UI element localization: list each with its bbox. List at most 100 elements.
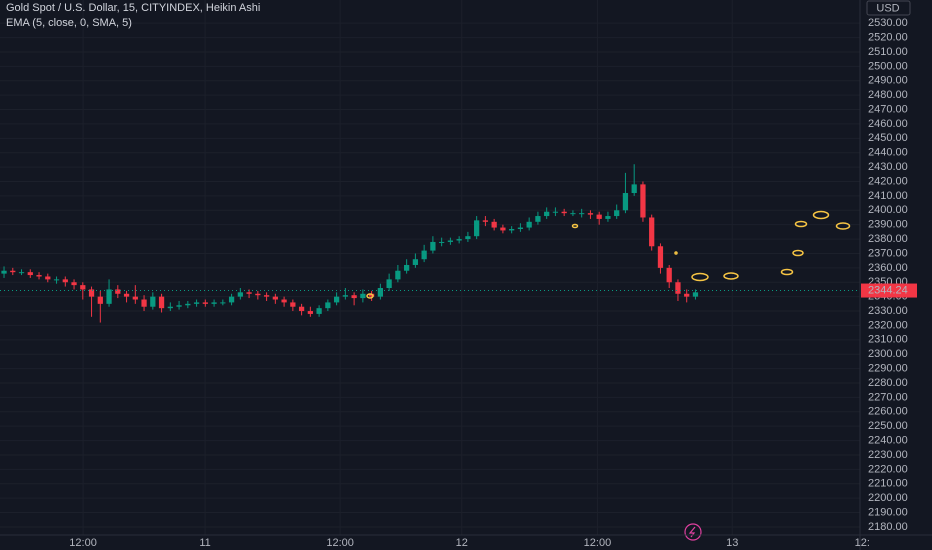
y-tick-label: 2230.00 xyxy=(868,449,908,461)
candle-body xyxy=(404,264,410,271)
candle-body xyxy=(692,292,699,297)
candle-body xyxy=(36,275,42,277)
candle-body xyxy=(158,296,165,309)
y-tick-label: 2410.00 xyxy=(868,190,908,202)
candle-body xyxy=(228,296,235,303)
alert-icon[interactable] xyxy=(684,523,702,541)
candle-body xyxy=(316,308,322,314)
candle-body xyxy=(325,302,331,309)
candle-body xyxy=(290,302,296,307)
y-tick-label: 2300.00 xyxy=(868,348,908,360)
x-tick-label: 11 xyxy=(199,537,210,549)
candle-body xyxy=(27,272,33,276)
candle-body xyxy=(246,292,252,294)
candle-body xyxy=(526,221,532,228)
y-tick-label: 2480.00 xyxy=(868,89,908,101)
candle-body xyxy=(132,296,138,300)
x-tick-label: 12:00 xyxy=(326,537,354,549)
y-tick-label: 2210.00 xyxy=(868,478,908,490)
candle-body xyxy=(351,295,357,299)
candle-body xyxy=(491,221,497,228)
candle-body xyxy=(614,210,620,217)
currency-box[interactable] xyxy=(866,0,911,16)
candle-body xyxy=(141,299,147,307)
candle-body xyxy=(587,213,594,215)
y-tick-label: 2240.00 xyxy=(868,434,908,446)
x-tick-label: 12:00 xyxy=(69,537,97,549)
candle-body xyxy=(115,289,121,294)
y-tick-label: 2200.00 xyxy=(868,492,908,504)
y-tick-label: 2530.00 xyxy=(868,17,908,29)
y-tick-label: 2360.00 xyxy=(868,262,908,274)
plot xyxy=(0,164,860,323)
candle-body xyxy=(18,272,25,274)
drawing-ellipse xyxy=(674,251,678,255)
candle-body xyxy=(167,306,173,309)
candle-body xyxy=(255,293,261,296)
candle-body xyxy=(237,292,243,297)
x-tick-label: 12:00 xyxy=(584,537,612,549)
y-tick-label: 2380.00 xyxy=(868,233,908,245)
x-tick-label: 12 xyxy=(456,537,468,549)
candle-body xyxy=(412,259,419,265)
y-tick-label: 2370.00 xyxy=(868,247,908,259)
current-price-box xyxy=(861,283,917,298)
candle-body xyxy=(509,228,515,231)
y-tick-label: 2330.00 xyxy=(868,305,908,317)
y-tick-label: 2180.00 xyxy=(868,521,908,533)
y-tick-label: 2510.00 xyxy=(868,46,908,58)
candle-body xyxy=(657,246,664,268)
y-tick-label: 2310.00 xyxy=(868,334,908,346)
chart-title: Gold Spot / U.S. Dollar, 15, CITYINDEX, … xyxy=(6,2,260,14)
candle-body xyxy=(430,241,436,251)
candle-body xyxy=(622,193,629,211)
candle-body xyxy=(97,296,103,304)
candle-body xyxy=(368,293,375,297)
candle-body xyxy=(193,302,200,304)
candle-body xyxy=(80,285,86,290)
candle-body xyxy=(579,213,585,215)
candle-body xyxy=(88,289,95,297)
alert-circle[interactable] xyxy=(684,523,702,541)
y-tick-label: 2320.00 xyxy=(868,319,908,331)
candle-body xyxy=(386,279,392,289)
candle-body xyxy=(360,293,366,299)
candle-body xyxy=(45,276,51,280)
candle-body xyxy=(211,302,217,304)
drawing-ellipse xyxy=(571,223,579,229)
y-tick-label: 2520.00 xyxy=(868,31,908,43)
candle-body xyxy=(202,302,208,304)
drawing-ellipse xyxy=(366,293,374,299)
drawing-ellipse xyxy=(792,249,804,257)
y-tick-label: 2220.00 xyxy=(868,463,908,475)
candle-body xyxy=(465,236,471,240)
candle-body xyxy=(263,295,270,297)
candle-body xyxy=(535,216,541,222)
y-tick-label: 2490.00 xyxy=(868,75,908,87)
drawing-ellipse xyxy=(723,272,739,280)
candle-body xyxy=(561,211,567,214)
candle-body xyxy=(421,250,427,260)
y-tick-label: 2390.00 xyxy=(868,219,908,231)
candle-body xyxy=(684,293,690,297)
candle-body xyxy=(500,227,506,231)
candle-body xyxy=(298,306,305,312)
candle-body xyxy=(342,295,348,297)
y-tick-label: 2440.00 xyxy=(868,147,908,159)
y-tick-label: 2470.00 xyxy=(868,103,908,115)
candle-body xyxy=(123,293,130,297)
y-tick-label: 2250.00 xyxy=(868,420,908,432)
candle-body xyxy=(10,270,16,273)
candle-body xyxy=(517,227,524,229)
candle-body xyxy=(649,217,655,247)
candle-body xyxy=(605,216,611,219)
candle-body xyxy=(53,279,60,281)
candle-body xyxy=(544,211,550,217)
y-tick-label: 2450.00 xyxy=(868,132,908,144)
drawing-ellipse xyxy=(794,220,808,228)
currency-label[interactable]: USD xyxy=(876,2,899,14)
y-tick-label: 2260.00 xyxy=(868,406,908,418)
